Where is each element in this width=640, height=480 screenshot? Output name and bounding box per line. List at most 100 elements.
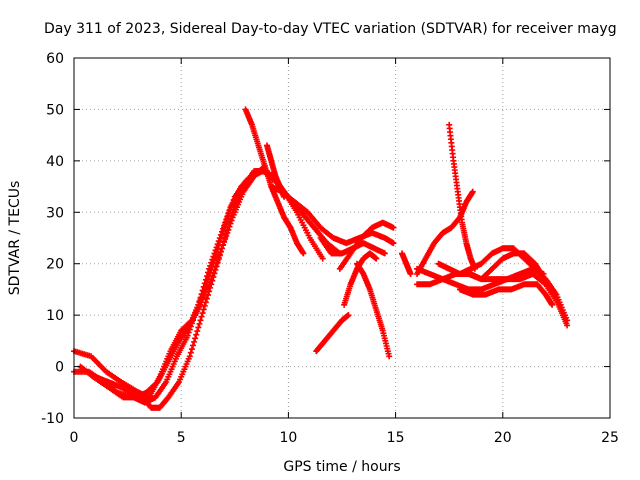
data-point — [390, 224, 397, 231]
data-point — [192, 335, 199, 342]
data-point — [212, 247, 219, 254]
data-point — [186, 353, 193, 360]
series-track-15 — [446, 121, 478, 272]
data-point — [319, 255, 326, 262]
series-track-11 — [354, 260, 393, 360]
data-point — [210, 253, 217, 260]
data-point — [217, 231, 224, 238]
data-point — [209, 256, 216, 263]
plot-frame — [73, 57, 611, 419]
chart-title: Day 311 of 2023, Sidereal Day-to-day VTE… — [44, 21, 617, 37]
data-point — [227, 220, 234, 227]
data-point — [217, 248, 224, 255]
data-point — [206, 265, 213, 272]
data-point — [221, 222, 228, 229]
data-point — [223, 232, 230, 239]
data-point — [191, 338, 198, 345]
data-point — [213, 260, 220, 267]
data-point — [208, 276, 215, 283]
data-point — [207, 262, 214, 269]
data-point — [209, 273, 216, 280]
x-tick-label: 25 — [601, 430, 619, 446]
y-tick-label: 60 — [46, 51, 64, 67]
data-point — [189, 342, 196, 349]
data-point — [184, 332, 191, 339]
data-point — [373, 255, 380, 262]
data-point — [200, 306, 207, 313]
data-point — [215, 238, 222, 245]
data-point — [564, 322, 571, 329]
data-points — [71, 106, 571, 411]
data-point — [210, 269, 217, 276]
data-point — [564, 317, 571, 324]
y-tick-label: -10 — [41, 411, 64, 427]
data-point — [199, 287, 206, 294]
data-point — [193, 331, 200, 338]
series-track-9 — [313, 312, 352, 355]
data-point — [211, 250, 218, 257]
data-point — [201, 280, 208, 287]
data-point — [213, 244, 220, 251]
data-point — [222, 236, 229, 243]
y-tick-label: 30 — [46, 205, 64, 221]
data-point — [195, 324, 202, 331]
series-track-12 — [336, 219, 397, 272]
y-tick-label: 20 — [46, 257, 64, 273]
data-point — [390, 240, 397, 247]
data-point — [153, 380, 160, 387]
series-track-13 — [399, 250, 414, 277]
y-tick-label: 40 — [46, 154, 64, 170]
series-track-10 — [341, 250, 380, 308]
series-track-4 — [77, 163, 268, 401]
x-tick-label: 20 — [494, 430, 512, 446]
data-point — [216, 251, 223, 258]
data-point — [218, 245, 225, 252]
data-point — [469, 188, 476, 195]
data-point — [197, 317, 204, 324]
data-point — [225, 226, 232, 233]
series-track-19 — [456, 281, 556, 308]
data-point — [203, 295, 210, 302]
data-point — [221, 239, 228, 246]
y-tick-label: 10 — [46, 308, 64, 324]
data-point — [220, 225, 227, 232]
data-point — [214, 257, 221, 264]
data-point — [218, 228, 225, 235]
data-point — [214, 241, 221, 248]
series-track-20 — [467, 250, 545, 283]
data-point — [220, 242, 227, 249]
axis-ticks: 0 5 10 15 20 25 -10 0 10 20 30 40 50 60 — [41, 51, 619, 446]
data-point — [216, 235, 223, 241]
data-point — [188, 346, 195, 353]
data-point — [196, 320, 203, 327]
x-tick-label: 10 — [279, 430, 297, 446]
data-point — [538, 271, 545, 277]
x-tick-label: 0 — [70, 430, 79, 446]
data-point — [212, 263, 219, 270]
data-point — [228, 217, 235, 224]
data-point — [194, 328, 201, 335]
data-point — [199, 310, 206, 317]
data-point — [224, 229, 231, 236]
data-point — [300, 250, 307, 257]
data-point — [187, 349, 194, 356]
data-point — [211, 266, 218, 273]
data-point — [215, 254, 222, 261]
y-tick-label: 50 — [46, 102, 64, 118]
y-tick-label: 0 — [55, 360, 64, 376]
x-axis-title: GPS time / hours — [283, 459, 400, 475]
y-axis-title: SDTVAR / TECUs — [7, 181, 23, 296]
data-point — [202, 276, 209, 283]
data-point — [381, 250, 388, 257]
data-point — [407, 271, 414, 277]
x-tick-label: 15 — [387, 430, 405, 446]
data-point — [549, 301, 556, 308]
data-point — [226, 223, 233, 230]
data-point — [225, 210, 232, 217]
data-point — [205, 269, 211, 276]
x-tick-label: 5 — [177, 430, 186, 446]
data-point — [345, 312, 352, 319]
data-point — [208, 259, 215, 266]
data-point — [198, 313, 205, 320]
